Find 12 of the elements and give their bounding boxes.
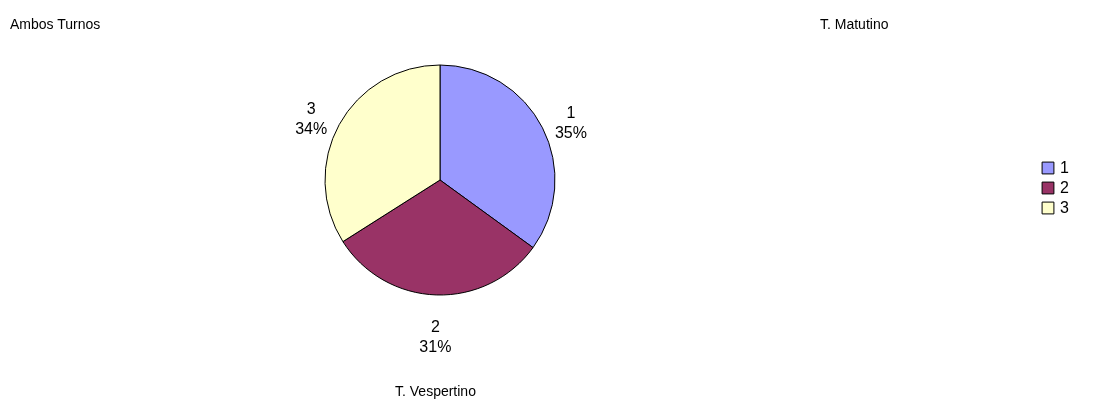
text: T. Matutino bbox=[820, 16, 889, 32]
legend-label: 2 bbox=[1060, 179, 1069, 196]
legend-label: 1 bbox=[1060, 159, 1069, 176]
data-label: 31% bbox=[419, 337, 452, 355]
data-label: 35% bbox=[554, 124, 587, 142]
text: T. Vespertino bbox=[395, 383, 477, 399]
slice-label: 3 bbox=[306, 100, 316, 118]
slice-label: 2 bbox=[430, 317, 440, 335]
text: Ambos Turnos bbox=[10, 16, 101, 32]
slice-label: 1 bbox=[566, 104, 576, 122]
data-label: 34% bbox=[295, 120, 328, 138]
legend-label: 3 bbox=[1060, 199, 1069, 216]
